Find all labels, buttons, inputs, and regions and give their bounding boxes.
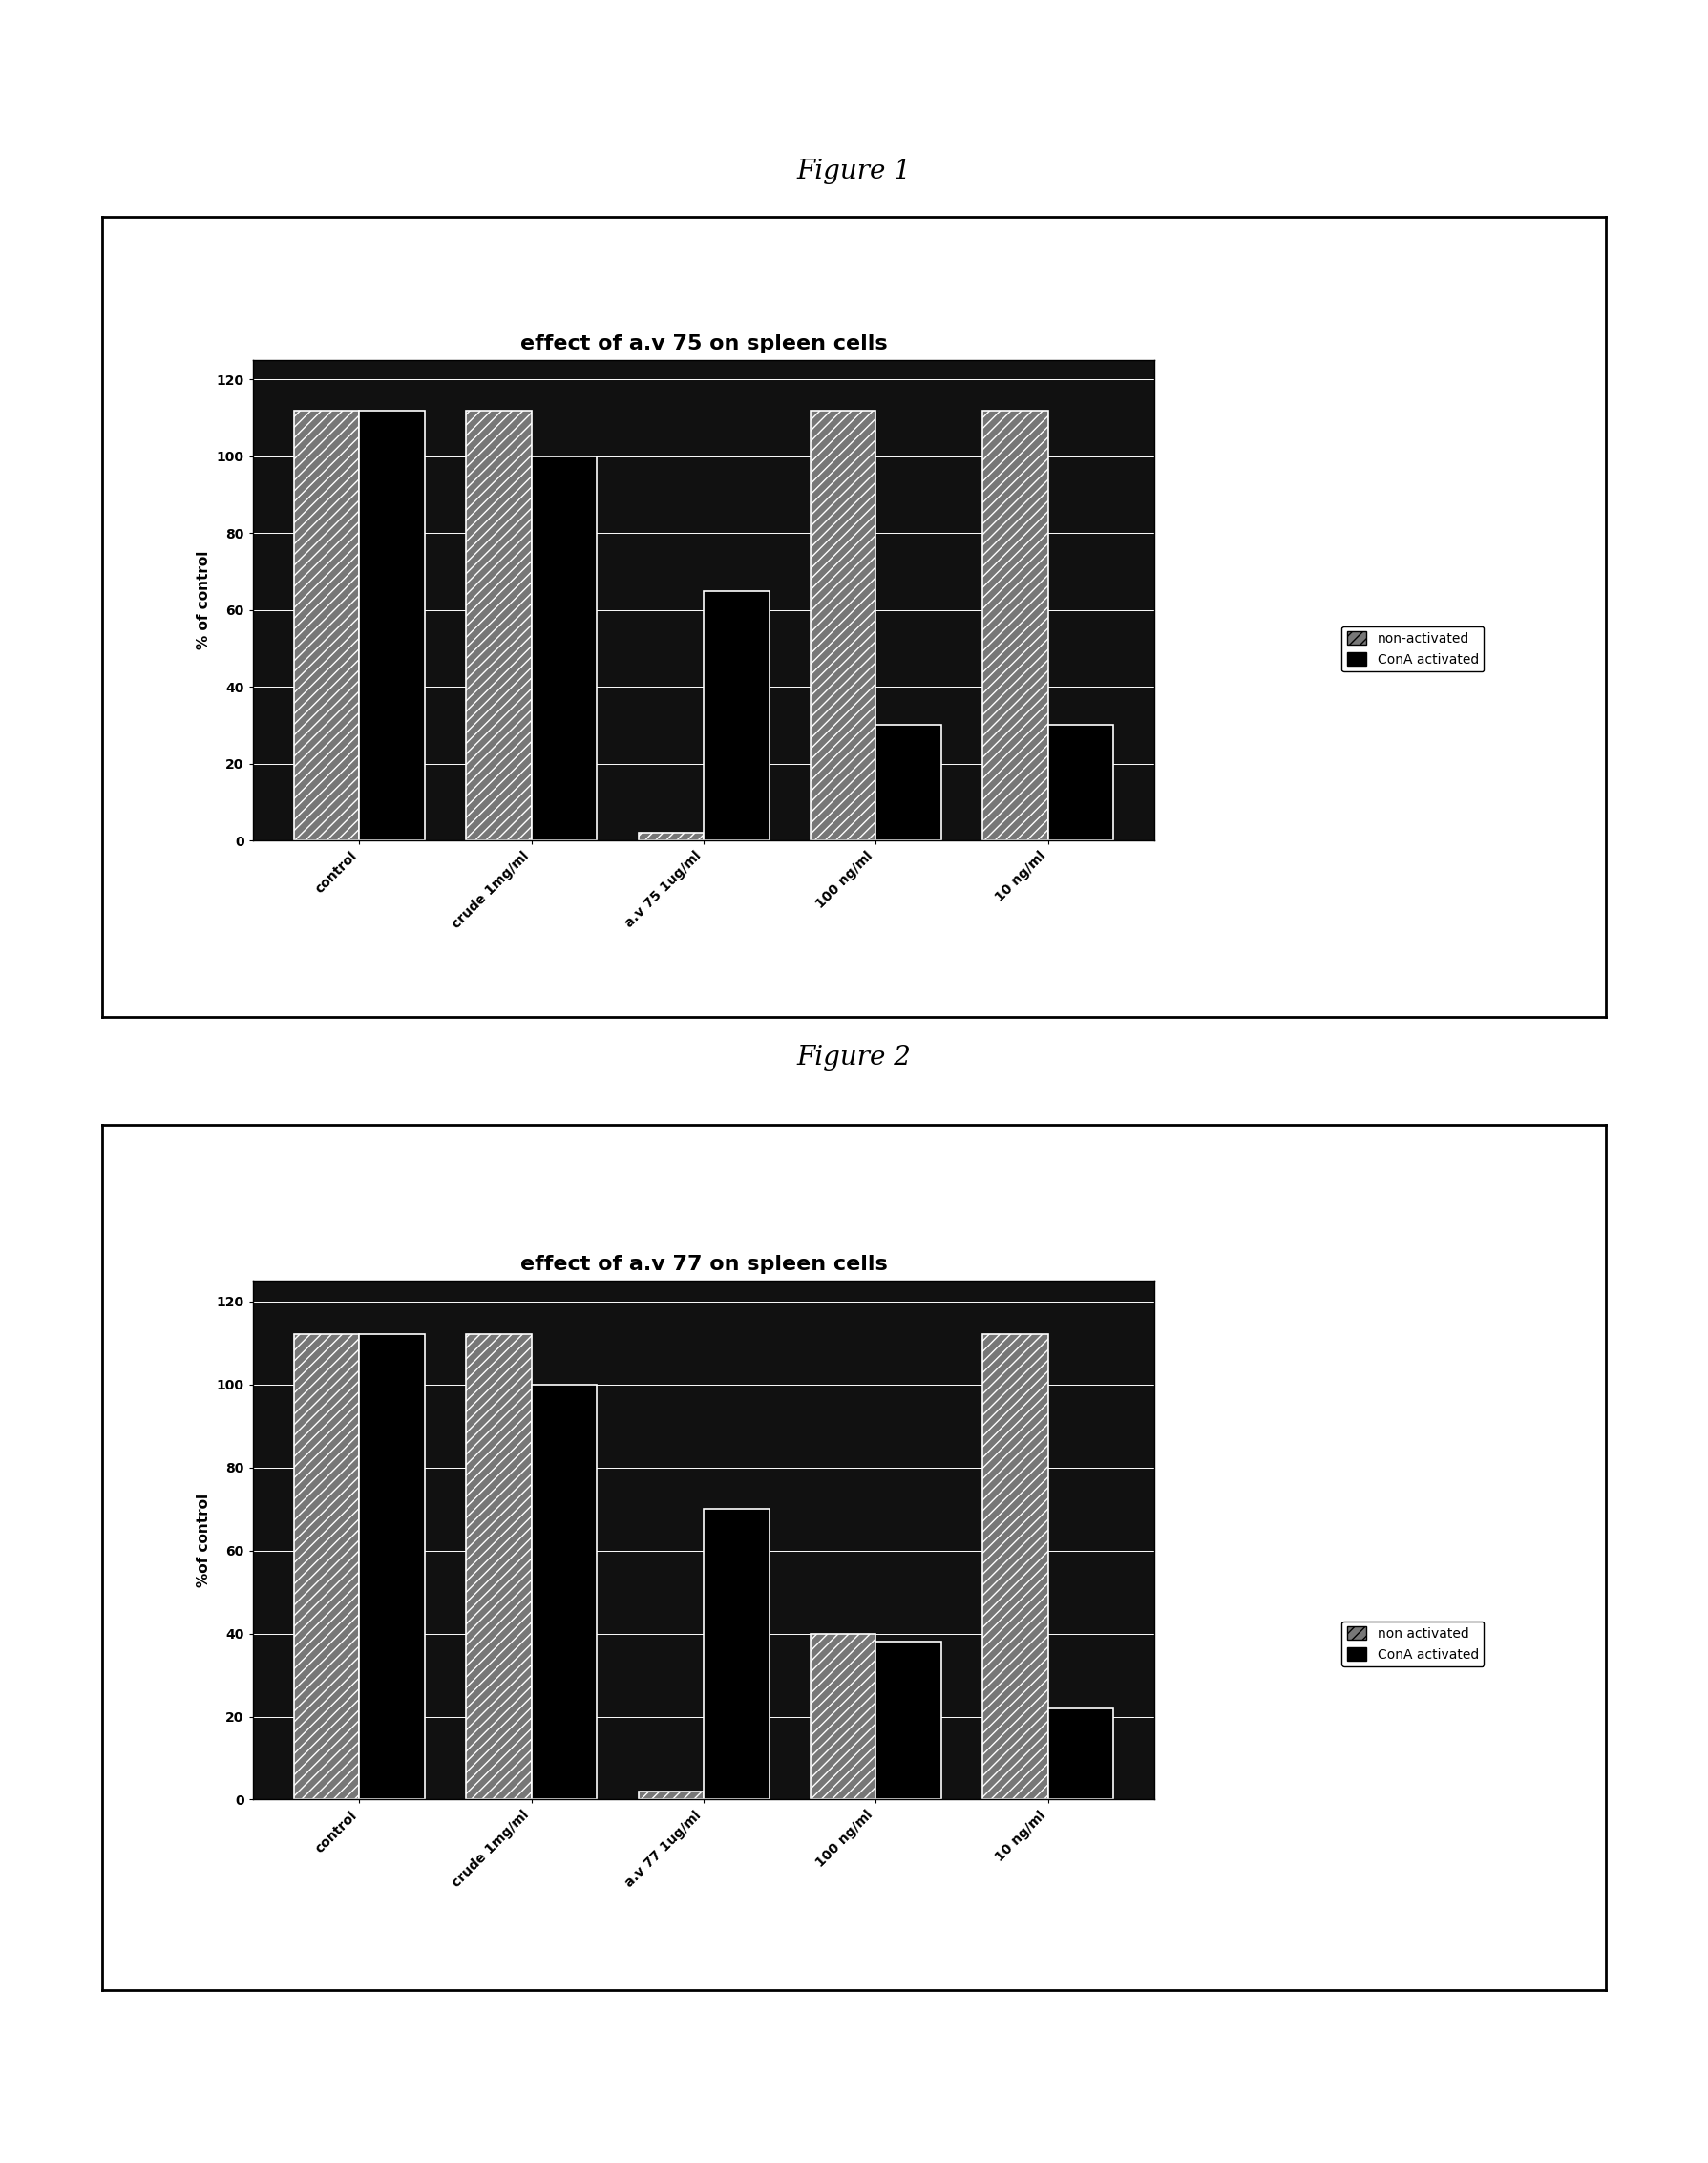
- Bar: [1049, 725, 1114, 841]
- Bar: [1049, 1709, 1114, 1800]
- Bar: [982, 1335, 1049, 1800]
- Bar: [811, 1633, 876, 1800]
- Bar: [876, 725, 941, 841]
- Bar: [531, 456, 596, 841]
- Bar: [466, 1335, 531, 1800]
- Bar: [811, 411, 876, 841]
- Bar: [704, 1510, 769, 1800]
- Legend: non-activated, ConA activated: non-activated, ConA activated: [1341, 625, 1484, 673]
- Bar: [359, 411, 425, 841]
- Text: Figure 2: Figure 2: [796, 1045, 912, 1071]
- Bar: [359, 1335, 425, 1800]
- Y-axis label: %of control: %of control: [196, 1492, 212, 1588]
- Bar: [639, 833, 704, 841]
- Title: effect of a.v 77 on spleen cells: effect of a.v 77 on spleen cells: [519, 1255, 888, 1274]
- Bar: [294, 411, 359, 841]
- Bar: [294, 1335, 359, 1800]
- Text: Figure 1: Figure 1: [796, 158, 912, 184]
- Y-axis label: % of control: % of control: [196, 552, 212, 649]
- Bar: [531, 1384, 596, 1800]
- Bar: [876, 1642, 941, 1800]
- Bar: [639, 1791, 704, 1800]
- Legend: non activated, ConA activated: non activated, ConA activated: [1341, 1620, 1484, 1668]
- Title: effect of a.v 75 on spleen cells: effect of a.v 75 on spleen cells: [521, 335, 886, 353]
- Bar: [704, 590, 769, 841]
- Bar: [982, 411, 1049, 841]
- Bar: [466, 411, 531, 841]
